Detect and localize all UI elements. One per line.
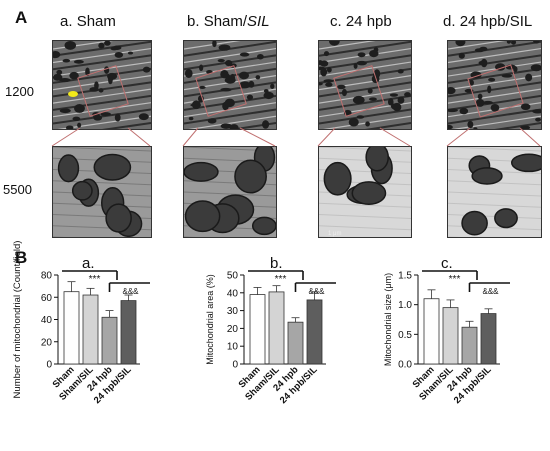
chart-panel-label: b. xyxy=(270,255,283,272)
bar xyxy=(306,299,323,365)
micrograph-tile xyxy=(318,146,412,238)
y-axis-label: Number of mitochondrial (Count/field) xyxy=(12,241,23,399)
bar xyxy=(287,321,304,365)
bar xyxy=(461,326,478,365)
significance-label: &&& xyxy=(308,287,325,296)
bar xyxy=(249,294,266,365)
micrograph-tile xyxy=(318,40,412,130)
bar xyxy=(82,294,99,365)
significance-label: &&& xyxy=(482,287,499,296)
chart-panel-label: a. xyxy=(82,255,95,272)
bar xyxy=(442,307,459,365)
column-title-sham: a. Sham xyxy=(60,13,116,30)
micrograph-tile xyxy=(52,146,152,238)
chart-mitochondrial-number: a. 0 20 40 60 80 Number of mitochondrial (Coun… xyxy=(12,241,150,406)
zoom-connector-lines xyxy=(51,127,541,147)
bar xyxy=(480,313,497,365)
y-tick-label: 20 xyxy=(227,324,239,335)
y-tick-label: 0 xyxy=(46,360,52,371)
significance-label: *** xyxy=(275,274,287,285)
micrograph-tile xyxy=(183,146,277,238)
y-tick-label: 30 xyxy=(227,306,239,317)
micrograph-tile xyxy=(52,40,152,130)
significance-label: *** xyxy=(89,274,101,285)
y-tick-label: 50 xyxy=(227,271,239,282)
y-tick-label: 1.0 xyxy=(398,300,412,311)
panel-a-letter: A xyxy=(15,8,28,27)
bar xyxy=(101,316,118,365)
bar xyxy=(423,298,440,365)
panel-b-letter: B xyxy=(15,248,28,267)
micrograph-tile xyxy=(183,40,277,130)
significance-label: &&& xyxy=(122,287,139,296)
scale-bar-label: 1 μm xyxy=(328,231,342,237)
y-tick-label: 10 xyxy=(227,342,239,353)
y-axis-label: Mitochondrial area (%) xyxy=(205,274,215,365)
bar xyxy=(120,300,137,365)
y-tick-label: 40 xyxy=(41,315,53,326)
y-tick-label: 0 xyxy=(232,360,238,371)
y-axis-label: Mitochondrial size (μm) xyxy=(383,273,393,366)
row-label-5500: 5500 xyxy=(3,182,32,197)
y-tick-label: 0.0 xyxy=(398,360,412,371)
bar xyxy=(268,291,285,365)
column-title-24hpb: c. 24 hpb xyxy=(330,13,392,30)
column-title-sham-sil: b. Sham/SIL xyxy=(187,13,270,30)
bar xyxy=(63,291,80,365)
column-title-24hpb-sil: d. 24 hpb/SIL xyxy=(443,13,533,30)
y-tick-label: 60 xyxy=(41,293,53,304)
y-tick-label: 0.5 xyxy=(398,330,412,341)
y-tick-label: 20 xyxy=(41,337,53,348)
micrograph-tile xyxy=(447,40,542,130)
chart-panel-label: c. xyxy=(441,255,453,272)
y-tick-label: 80 xyxy=(41,271,53,282)
y-tick-label: 40 xyxy=(227,288,239,299)
y-tick-label: 1.5 xyxy=(398,271,412,282)
row-label-1200: 1200 xyxy=(5,84,34,99)
micrograph-tile xyxy=(447,146,542,238)
significance-label: *** xyxy=(449,274,461,285)
